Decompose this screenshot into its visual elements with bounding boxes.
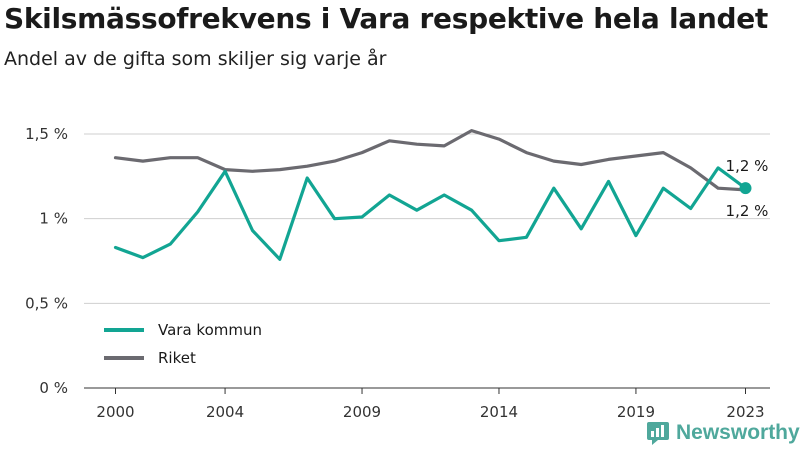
x-tick-label: 2014 [480, 403, 518, 421]
x-tick-label: 2009 [343, 403, 381, 421]
end-point-vara-kommun [739, 182, 752, 195]
series-line-riket [113, 129, 748, 192]
x-tick-label: 2004 [206, 403, 244, 421]
chart-title: Skilsmässofrekvens i Vara respektive hel… [4, 2, 769, 35]
y-tick-label: 0,5 % [25, 294, 68, 312]
y-tick-label: 1 % [39, 210, 68, 228]
legend-label-riket: Riket [158, 349, 196, 367]
brand-name: Newsworthy [676, 421, 800, 444]
end-label-vara-kommun: 1,2 % [726, 157, 769, 175]
x-tick-label: 2000 [96, 403, 134, 421]
chart-subtitle: Andel av de gifta som skiljer sig varje … [4, 48, 387, 70]
legend-label-vara-kommun: Vara kommun [158, 321, 262, 339]
x-tick-label: 2019 [617, 403, 655, 421]
end-label-riket: 1,2 % [726, 202, 769, 220]
series-line-vara-kommun [113, 166, 748, 261]
x-tick-label: 2023 [726, 403, 764, 421]
y-tick-label: 1,5 % [25, 125, 68, 143]
newsworthy-logo-icon [647, 422, 669, 445]
brand-logo: Newsworthy [646, 420, 800, 446]
y-tick-label: 0 % [39, 379, 68, 397]
